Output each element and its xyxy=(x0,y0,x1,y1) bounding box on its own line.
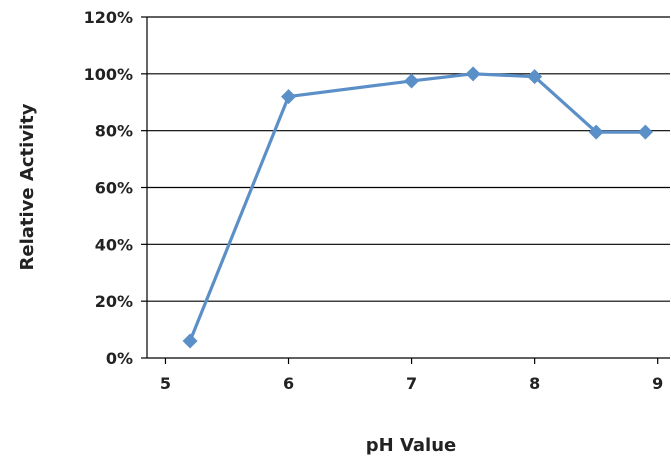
y-tick-label: 20% xyxy=(95,292,133,311)
x-tick-label: 5 xyxy=(160,374,171,393)
data-point-marker xyxy=(404,73,420,89)
series-group xyxy=(182,66,653,349)
y-axis-label: Relative Activity xyxy=(17,103,38,270)
y-tick-label: 80% xyxy=(95,122,133,141)
y-tick-label: 40% xyxy=(95,235,133,254)
data-point-marker xyxy=(527,69,543,85)
data-point-marker xyxy=(465,66,481,82)
y-tick-label: 0% xyxy=(106,349,133,368)
x-tick-label: 7 xyxy=(406,374,417,393)
data-point-marker xyxy=(637,124,653,140)
x-tick-label: 6 xyxy=(283,374,294,393)
y-tick-label: 120% xyxy=(84,8,133,27)
grid-lines xyxy=(147,16,670,302)
x-tick-label: 9 xyxy=(652,374,663,393)
y-tick-labels: 0% 20% 40% 60% 80% 100% 120% xyxy=(84,8,133,368)
data-point-marker xyxy=(281,89,297,105)
x-tick-labels: 5 6 7 8 9 xyxy=(160,374,663,393)
y-tick-label: 100% xyxy=(84,65,133,84)
data-point-marker xyxy=(182,333,198,349)
y-tick-label: 60% xyxy=(95,179,133,198)
axes xyxy=(141,16,670,364)
x-axis-label: pH Value xyxy=(366,435,457,456)
data-point-marker xyxy=(588,124,604,140)
x-tick-label: 8 xyxy=(529,374,540,393)
